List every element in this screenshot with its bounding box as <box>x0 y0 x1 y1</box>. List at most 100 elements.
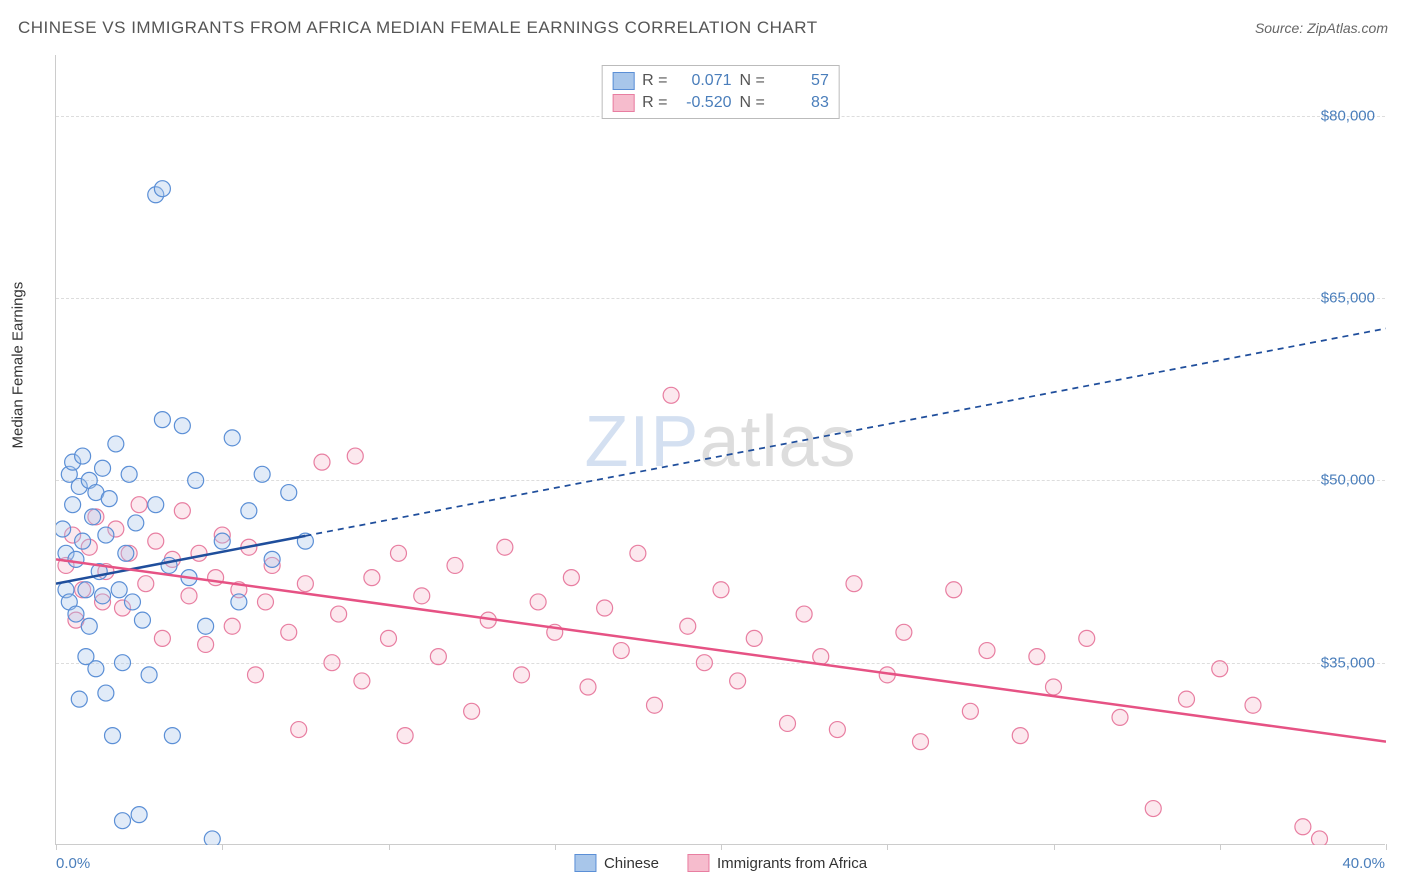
scatter-point-a <box>118 545 134 561</box>
scatter-point-b <box>1079 630 1095 646</box>
scatter-point-b <box>680 618 696 634</box>
scatter-point-b <box>1179 691 1195 707</box>
scatter-point-b <box>314 454 330 470</box>
scatter-point-a <box>204 831 220 845</box>
scatter-point-b <box>331 606 347 622</box>
source-attribution: Source: ZipAtlas.com <box>1255 20 1388 36</box>
scatter-point-b <box>191 545 207 561</box>
x-axis-max-label: 40.0% <box>1342 855 1385 872</box>
scatter-point-b <box>746 630 762 646</box>
scatter-point-b <box>1012 728 1028 744</box>
scatter-point-a <box>128 515 144 531</box>
scatter-point-b <box>829 722 845 738</box>
chart-plot-area: $35,000$50,000$65,000$80,000 ZIPatlas R … <box>55 55 1385 845</box>
scatter-point-a <box>154 181 170 197</box>
scatter-point-b <box>347 448 363 464</box>
scatter-point-a <box>121 466 137 482</box>
scatter-point-a <box>105 728 121 744</box>
scatter-point-a <box>56 521 71 537</box>
scatter-point-b <box>390 545 406 561</box>
scatter-point-a <box>108 436 124 452</box>
scatter-point-a <box>214 533 230 549</box>
scatter-point-b <box>563 570 579 586</box>
scatter-point-b <box>979 643 995 659</box>
scatter-point-b <box>946 582 962 598</box>
scatter-point-b <box>713 582 729 598</box>
legend-label-b: Immigrants from Africa <box>717 855 867 872</box>
scatter-point-b <box>630 545 646 561</box>
scatter-point-b <box>354 673 370 689</box>
scatter-point-a <box>198 618 214 634</box>
n-label: N = <box>740 94 765 112</box>
x-tick <box>1386 844 1387 850</box>
scatter-point-b <box>846 576 862 592</box>
scatter-point-b <box>248 667 264 683</box>
scatter-point-a <box>188 472 204 488</box>
scatter-point-a <box>85 509 101 525</box>
scatter-point-a <box>71 691 87 707</box>
scatter-point-a <box>254 466 270 482</box>
scatter-point-b <box>796 606 812 622</box>
swatch-series-a <box>612 72 634 90</box>
r-label: R = <box>642 72 667 90</box>
scatter-point-b <box>281 624 297 640</box>
scatter-point-b <box>780 715 796 731</box>
scatter-point-b <box>663 387 679 403</box>
scatter-point-b <box>154 630 170 646</box>
scatter-point-b <box>1245 697 1261 713</box>
scatter-point-a <box>115 655 131 671</box>
scatter-point-b <box>1212 661 1228 677</box>
scatter-point-b <box>198 636 214 652</box>
scatter-point-b <box>131 497 147 513</box>
scatter-point-b <box>896 624 912 640</box>
scatter-point-b <box>1145 801 1161 817</box>
scatter-point-a <box>75 533 91 549</box>
scatter-point-b <box>174 503 190 519</box>
scatter-point-b <box>696 655 712 671</box>
scatter-point-b <box>613 643 629 659</box>
scatter-point-a <box>224 430 240 446</box>
legend-item-b: Immigrants from Africa <box>687 854 867 872</box>
scatter-point-b <box>447 557 463 573</box>
scatter-point-b <box>148 533 164 549</box>
scatter-point-b <box>913 734 929 750</box>
scatter-point-b <box>291 722 307 738</box>
legend-item-a: Chinese <box>574 854 659 872</box>
scatter-point-a <box>101 491 117 507</box>
scatter-point-b <box>430 649 446 665</box>
scatter-point-a <box>154 412 170 428</box>
r-value-b: -0.520 <box>676 94 732 112</box>
scatter-point-a <box>98 685 114 701</box>
scatter-point-a <box>134 612 150 628</box>
scatter-point-a <box>164 728 180 744</box>
scatter-point-b <box>397 728 413 744</box>
scatter-point-b <box>224 618 240 634</box>
swatch-series-b <box>612 94 634 112</box>
scatter-point-a <box>95 588 111 604</box>
scatter-point-b <box>464 703 480 719</box>
scatter-point-b <box>1112 709 1128 725</box>
scatter-point-a <box>124 594 140 610</box>
scatter-point-b <box>414 588 430 604</box>
scatter-point-a <box>68 551 84 567</box>
scatter-point-a <box>111 582 127 598</box>
legend: Chinese Immigrants from Africa <box>574 854 867 872</box>
r-label: R = <box>642 94 667 112</box>
scatter-point-a <box>78 582 94 598</box>
scatter-point-b <box>730 673 746 689</box>
scatter-point-b <box>1295 819 1311 835</box>
scatter-point-b <box>1046 679 1062 695</box>
scatter-point-b <box>381 630 397 646</box>
stats-row-series-b: R = -0.520 N = 83 <box>612 92 829 114</box>
scatter-point-b <box>580 679 596 695</box>
scatter-point-b <box>497 539 513 555</box>
scatter-point-b <box>597 600 613 616</box>
scatter-point-b <box>364 570 380 586</box>
n-value-b: 83 <box>773 94 829 112</box>
scatter-point-a <box>264 551 280 567</box>
scatter-point-a <box>75 448 91 464</box>
scatter-point-a <box>68 606 84 622</box>
legend-swatch-a <box>574 854 596 872</box>
scatter-point-b <box>181 588 197 604</box>
correlation-stats-box: R = 0.071 N = 57 R = -0.520 N = 83 <box>601 65 840 119</box>
